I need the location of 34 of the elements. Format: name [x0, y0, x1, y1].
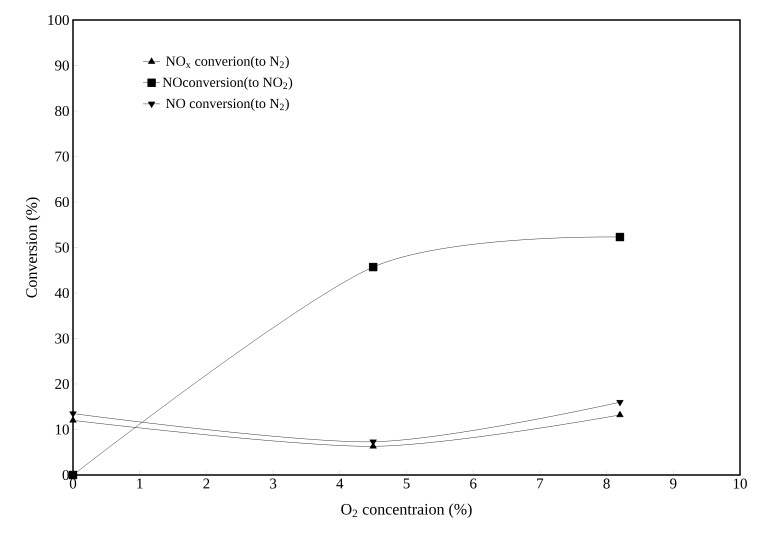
- x-tick-label: 9: [670, 478, 676, 489]
- x-tick-label: 8: [603, 478, 610, 489]
- point: [368, 262, 378, 272]
- y-tick-label: 100: [48, 14, 69, 26]
- point: [69, 411, 77, 418]
- legend-label: NO$_{x}$ converion(to N$_{2}$): [166, 56, 289, 69]
- x-tick-label: 10: [734, 478, 747, 489]
- x-tick-label: 5: [404, 478, 410, 488]
- y-tick-label: 90: [55, 60, 69, 71]
- x-axis-title: O$_{2}$ concentraion (%): [341, 503, 472, 518]
- x-tick-label: 6: [470, 478, 476, 489]
- point: [68, 470, 78, 480]
- x-tick-label: 7: [537, 478, 544, 488]
- y-tick-label: 50: [55, 242, 69, 253]
- x-tick-label: 0: [70, 478, 76, 489]
- y-tick-label: 40: [54, 288, 69, 298]
- y-tick-label: 60: [55, 196, 69, 208]
- legend-label: NOconversion(to NO$_{2}$): [162, 77, 292, 90]
- y-tick-label: 30: [55, 333, 69, 344]
- x-tick-label: 2: [203, 478, 210, 488]
- x-tick-label: 3: [270, 478, 276, 489]
- point: [69, 416, 77, 423]
- point: [616, 400, 624, 406]
- x-tick-label: 4: [336, 478, 344, 488]
- point: [616, 410, 624, 418]
- legend-label: NO conversion(to N$_{2}$): [166, 98, 289, 111]
- y-tick-label: 70: [56, 151, 69, 162]
- y-tick-label: 20: [55, 378, 69, 390]
- y-axis-title: Conversion (%): [26, 198, 40, 298]
- y-tick-label: 0: [62, 470, 69, 480]
- y-tick-label: 10: [56, 424, 69, 435]
- point: [616, 232, 624, 242]
- x-tick-label: 1: [137, 478, 143, 488]
- y-tick-label: 80: [55, 106, 69, 116]
